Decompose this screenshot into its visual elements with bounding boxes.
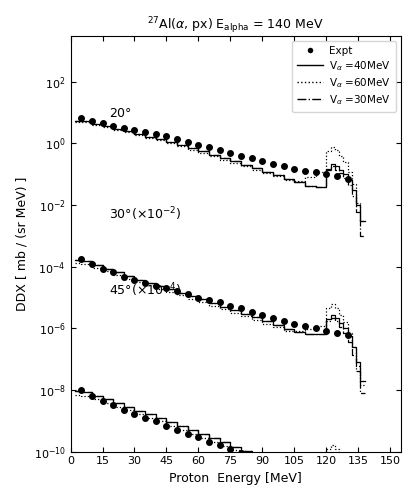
Y-axis label: DDX [ mb / (sr MeV) ]: DDX [ mb / (sr MeV) ] <box>15 176 28 311</box>
Text: $45°$$(\times 10^{-4})$: $45°$$(\times 10^{-4})$ <box>109 281 181 299</box>
Legend: Expt, V$_\alpha$ =40MeV, V$_\alpha$ =60MeV, V$_\alpha$ =30MeV: Expt, V$_\alpha$ =40MeV, V$_\alpha$ =60M… <box>292 41 396 112</box>
Text: $20°$: $20°$ <box>109 108 132 120</box>
Text: $30°$$(\times 10^{-2})$: $30°$$(\times 10^{-2})$ <box>109 205 181 223</box>
X-axis label: Proton  Energy [MeV]: Proton Energy [MeV] <box>169 472 302 485</box>
Title: $^{27}$Al($\alpha$, px) E$_{\mathrm{alpha}}$ = 140 MeV: $^{27}$Al($\alpha$, px) E$_{\mathrm{alph… <box>147 15 324 36</box>
